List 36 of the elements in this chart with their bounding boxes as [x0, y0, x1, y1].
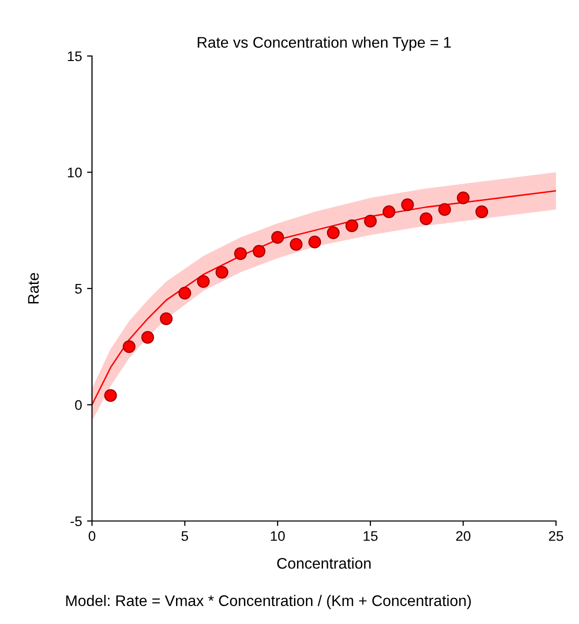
point: [216, 266, 228, 279]
y-tick-label: 15: [68, 51, 82, 62]
point: [475, 205, 488, 218]
point: [438, 203, 452, 216]
point: [160, 312, 173, 326]
y-tick-label: -5: [70, 516, 82, 526]
point: [252, 244, 266, 258]
point: [122, 340, 136, 353]
chart-title: Rate vs Concentration when Type = 1: [198, 36, 451, 51]
point: [196, 275, 210, 288]
point: [401, 198, 414, 212]
y-tick-label: 5: [75, 284, 82, 294]
point: [326, 226, 340, 240]
point: [234, 247, 247, 260]
point: [141, 330, 154, 344]
point: [345, 219, 358, 232]
text: Model: Rate = Vmax * Concentration / (Km + Concentration): [66, 594, 471, 610]
x-axis-title: Concentration: [277, 558, 371, 569]
x-tick-label: 20: [456, 531, 470, 541]
y-tick-label: 10: [68, 168, 82, 178]
point: [364, 214, 377, 228]
point: [382, 205, 396, 218]
point: [104, 389, 117, 402]
y-tick-label: 0: [75, 400, 82, 410]
point: [420, 212, 432, 226]
x-tick-label: 15: [364, 531, 378, 541]
x-tick-label: 25: [548, 531, 564, 541]
point: [456, 191, 470, 204]
x-tick-label: 10: [270, 531, 285, 541]
y-axis-title: Rate: [28, 273, 39, 304]
x-tick-label: 5: [181, 531, 188, 541]
point: [308, 236, 322, 248]
x-tick-label: 0: [88, 531, 96, 541]
point: [178, 286, 192, 300]
point: [271, 230, 284, 244]
point: [290, 238, 303, 251]
